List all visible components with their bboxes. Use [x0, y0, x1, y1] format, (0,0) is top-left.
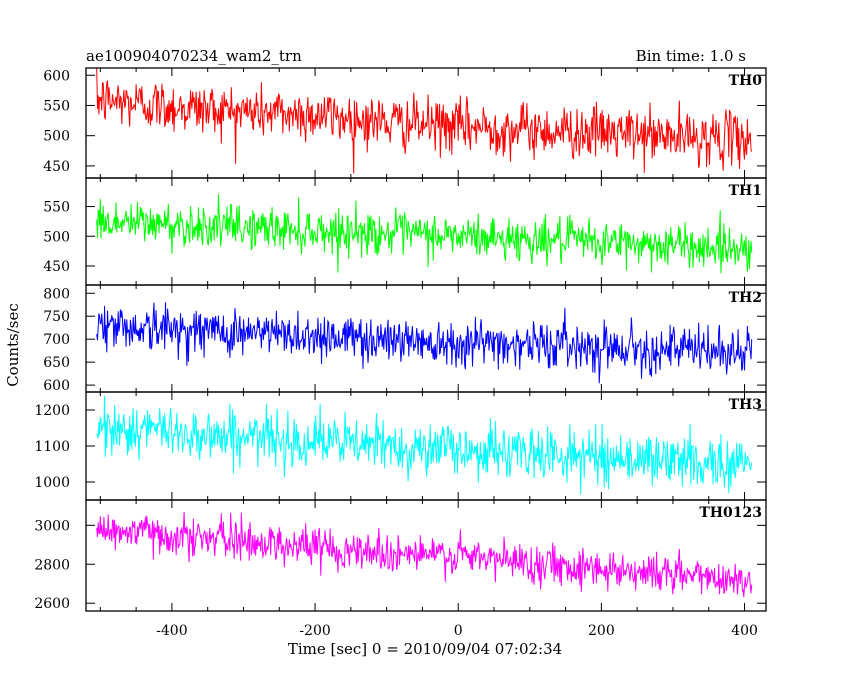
- x-axis-label: Time [sec] 0 = 2010/09/04 07:02:34: [288, 640, 562, 658]
- panel-label: TH1: [729, 183, 762, 199]
- y-tick-label: 500: [43, 229, 70, 245]
- panel-frame: [85, 499, 767, 612]
- series-th0123: [96, 511, 753, 598]
- y-tick-label: 600: [43, 378, 70, 394]
- x-tick-label: 0: [454, 623, 463, 639]
- y-tick-label: 1200: [34, 403, 70, 419]
- x-tick-label: 400: [731, 623, 758, 639]
- series-th0: [96, 68, 753, 174]
- y-tick-label: 3000: [34, 518, 70, 534]
- y-tick-label: 700: [43, 332, 70, 348]
- panel-th1: 450 500 550 TH1: [43, 177, 767, 286]
- series-th3: [96, 395, 753, 495]
- series-th2: [96, 302, 753, 384]
- y-tick-label: 500: [43, 129, 70, 145]
- y-tick-label: 650: [43, 355, 70, 371]
- x-tick-label: 200: [588, 623, 615, 639]
- panel-label: TH2: [729, 290, 762, 306]
- panel-th3: 1000 1100 1200 TH3: [34, 391, 767, 501]
- y-tick-label: 750: [43, 309, 70, 325]
- x-tick-label: -200: [299, 623, 330, 639]
- y-axis-label: Counts/sec: [4, 303, 22, 387]
- y-tick-label: 600: [43, 68, 70, 84]
- panel-th0123: 2600 2800 3000 TH0123: [34, 499, 767, 612]
- y-tick-label: 550: [43, 200, 70, 216]
- panel-frame: [85, 177, 767, 286]
- y-tick-label: 1100: [34, 439, 70, 455]
- panel-label: TH0: [729, 73, 763, 89]
- y-tick-label: 550: [43, 98, 70, 114]
- series-th1: [96, 194, 753, 274]
- panel-label: TH0123: [699, 505, 762, 521]
- panel-th0: 450 500 550 600 TH0: [43, 67, 767, 179]
- panel-th2: 600 650 700 750 800 TH2: [43, 284, 767, 394]
- bin-time-label: Bin time: 1.0 s: [636, 47, 746, 65]
- y-tick-label: 2600: [34, 596, 70, 612]
- y-tick-label: 1000: [34, 475, 70, 491]
- x-axis: -400 -200 0 200 400: [156, 623, 758, 639]
- y-tick-label: 800: [43, 286, 70, 302]
- x-tick-label: -400: [156, 623, 187, 639]
- panel-label: TH3: [729, 397, 762, 413]
- y-tick-label: 2800: [34, 557, 70, 573]
- panels-group: 450 500 550 600 TH0 450 500 550 TH1 600 650 700 750 8…: [34, 67, 767, 612]
- y-tick-label: 450: [43, 259, 70, 275]
- chart-title: ae100904070234_wam2_trn: [86, 47, 302, 65]
- y-tick-label: 450: [43, 159, 70, 175]
